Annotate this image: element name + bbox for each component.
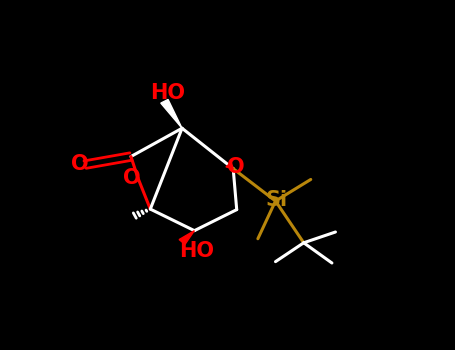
Text: Si: Si [265, 190, 287, 210]
Polygon shape [161, 99, 182, 128]
Text: HO: HO [179, 241, 214, 261]
Text: O: O [71, 154, 89, 174]
Text: O: O [227, 157, 245, 177]
Text: HO: HO [151, 83, 186, 103]
Polygon shape [226, 162, 233, 169]
Text: O: O [123, 168, 141, 188]
Polygon shape [179, 231, 194, 244]
